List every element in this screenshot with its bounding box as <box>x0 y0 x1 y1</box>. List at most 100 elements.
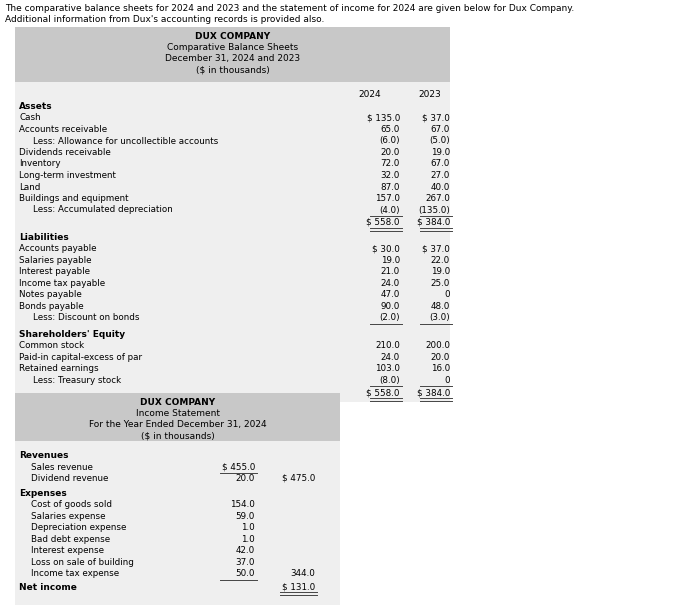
Text: Salaries expense: Salaries expense <box>31 512 106 521</box>
Text: 1.0: 1.0 <box>241 523 255 532</box>
Text: Dividends receivable: Dividends receivable <box>19 148 111 157</box>
Text: Less: Treasury stock: Less: Treasury stock <box>33 376 121 385</box>
Text: $ 558.0: $ 558.0 <box>367 218 400 227</box>
Text: Less: Allowance for uncollectible accounts: Less: Allowance for uncollectible accoun… <box>33 137 218 145</box>
Text: Less: Accumulated depreciation: Less: Accumulated depreciation <box>33 206 173 215</box>
Bar <box>15 82 450 402</box>
Text: (4.0): (4.0) <box>379 206 400 215</box>
Text: 22.0: 22.0 <box>430 256 450 265</box>
Text: 157.0: 157.0 <box>375 194 400 203</box>
Text: Liabilities: Liabilities <box>19 233 69 242</box>
Text: $ 30.0: $ 30.0 <box>372 244 400 253</box>
Text: 19.0: 19.0 <box>430 267 450 276</box>
Text: 47.0: 47.0 <box>381 290 400 299</box>
Text: 65.0: 65.0 <box>381 125 400 134</box>
Text: 67.0: 67.0 <box>430 125 450 134</box>
Text: 210.0: 210.0 <box>375 341 400 350</box>
Text: (6.0): (6.0) <box>379 137 400 145</box>
Text: Cash: Cash <box>19 114 41 122</box>
Text: 42.0: 42.0 <box>236 546 255 555</box>
Text: Paid-in capital-excess of par: Paid-in capital-excess of par <box>19 353 142 362</box>
Text: Interest payable: Interest payable <box>19 267 90 276</box>
Text: 20.0: 20.0 <box>430 353 450 362</box>
Text: $ 384.0: $ 384.0 <box>416 388 450 397</box>
Text: 37.0: 37.0 <box>235 558 255 567</box>
Text: $ 135.0: $ 135.0 <box>367 114 400 122</box>
Text: Common stock: Common stock <box>19 341 84 350</box>
Text: The comparative balance sheets for 2024 and 2023 and the statement of income for: The comparative balance sheets for 2024 … <box>5 4 574 13</box>
Text: 21.0: 21.0 <box>381 267 400 276</box>
Text: 267.0: 267.0 <box>425 194 450 203</box>
Text: 90.0: 90.0 <box>381 302 400 311</box>
Text: 154.0: 154.0 <box>230 500 255 509</box>
Text: Loss on sale of building: Loss on sale of building <box>31 558 134 567</box>
Text: (135.0): (135.0) <box>418 206 450 215</box>
Text: Comparative Balance Sheets: Comparative Balance Sheets <box>167 43 298 52</box>
Text: Land: Land <box>19 183 41 192</box>
Text: Depreciation expense: Depreciation expense <box>31 523 127 532</box>
Text: $ 384.0: $ 384.0 <box>416 218 450 227</box>
Text: 103.0: 103.0 <box>375 364 400 373</box>
Text: $ 131.0: $ 131.0 <box>281 583 315 592</box>
Text: Revenues: Revenues <box>19 451 69 460</box>
Text: 1.0: 1.0 <box>241 535 255 544</box>
Text: Net income: Net income <box>19 583 77 592</box>
Text: Salaries payable: Salaries payable <box>19 256 92 265</box>
Text: 0: 0 <box>444 376 450 385</box>
Text: $ 475.0: $ 475.0 <box>281 474 315 483</box>
Text: $ 37.0: $ 37.0 <box>422 114 450 122</box>
Text: Accounts receivable: Accounts receivable <box>19 125 107 134</box>
Text: $ 455.0: $ 455.0 <box>222 462 255 471</box>
Text: 32.0: 32.0 <box>381 171 400 180</box>
Text: 40.0: 40.0 <box>430 183 450 192</box>
Text: 27.0: 27.0 <box>430 171 450 180</box>
Text: Bad debt expense: Bad debt expense <box>31 535 110 544</box>
Text: Buildings and equipment: Buildings and equipment <box>19 194 129 203</box>
Text: DUX COMPANY: DUX COMPANY <box>195 32 270 41</box>
Text: 0: 0 <box>444 290 450 299</box>
Text: Assets: Assets <box>19 102 52 111</box>
Text: (3.0): (3.0) <box>429 313 450 322</box>
Text: Retained earnings: Retained earnings <box>19 364 99 373</box>
Text: Additional information from Dux's accounting records is provided also.: Additional information from Dux's accoun… <box>5 15 324 24</box>
Text: 72.0: 72.0 <box>381 160 400 169</box>
Text: 24.0: 24.0 <box>381 353 400 362</box>
Text: (5.0): (5.0) <box>429 137 450 145</box>
Text: (8.0): (8.0) <box>379 376 400 385</box>
Text: Interest expense: Interest expense <box>31 546 104 555</box>
Text: Bonds payable: Bonds payable <box>19 302 83 311</box>
Text: $ 37.0: $ 37.0 <box>422 244 450 253</box>
Text: 59.0: 59.0 <box>236 512 255 521</box>
Text: Income Statement: Income Statement <box>136 409 220 418</box>
Text: Income tax expense: Income tax expense <box>31 569 119 578</box>
Text: 24.0: 24.0 <box>381 279 400 288</box>
Text: 20.0: 20.0 <box>236 474 255 483</box>
Text: Income tax payable: Income tax payable <box>19 279 105 288</box>
Text: Accounts payable: Accounts payable <box>19 244 97 253</box>
Text: 25.0: 25.0 <box>430 279 450 288</box>
Text: Shareholders' Equity: Shareholders' Equity <box>19 330 125 339</box>
Text: 48.0: 48.0 <box>430 302 450 311</box>
Text: 200.0: 200.0 <box>425 341 450 350</box>
Text: 20.0: 20.0 <box>381 148 400 157</box>
Text: ($ in thousands): ($ in thousands) <box>195 65 270 74</box>
Text: Cost of goods sold: Cost of goods sold <box>31 500 112 509</box>
Text: Less: Discount on bonds: Less: Discount on bonds <box>33 313 139 322</box>
Text: 2024: 2024 <box>358 90 382 99</box>
Text: Long-term investment: Long-term investment <box>19 171 116 180</box>
Text: 19.0: 19.0 <box>430 148 450 157</box>
Text: DUX COMPANY: DUX COMPANY <box>140 398 215 407</box>
Text: Sales revenue: Sales revenue <box>31 462 93 471</box>
Text: $ 558.0: $ 558.0 <box>367 388 400 397</box>
Text: 2023: 2023 <box>419 90 442 99</box>
Text: 67.0: 67.0 <box>430 160 450 169</box>
Text: 87.0: 87.0 <box>381 183 400 192</box>
Text: 344.0: 344.0 <box>290 569 315 578</box>
Text: December 31, 2024 and 2023: December 31, 2024 and 2023 <box>165 54 300 63</box>
Text: Inventory: Inventory <box>19 160 60 169</box>
Text: 19.0: 19.0 <box>381 256 400 265</box>
Text: For the Year Ended December 31, 2024: For the Year Ended December 31, 2024 <box>89 420 266 429</box>
Bar <box>15 393 340 441</box>
Text: Expenses: Expenses <box>19 489 66 498</box>
Text: 50.0: 50.0 <box>235 569 255 578</box>
